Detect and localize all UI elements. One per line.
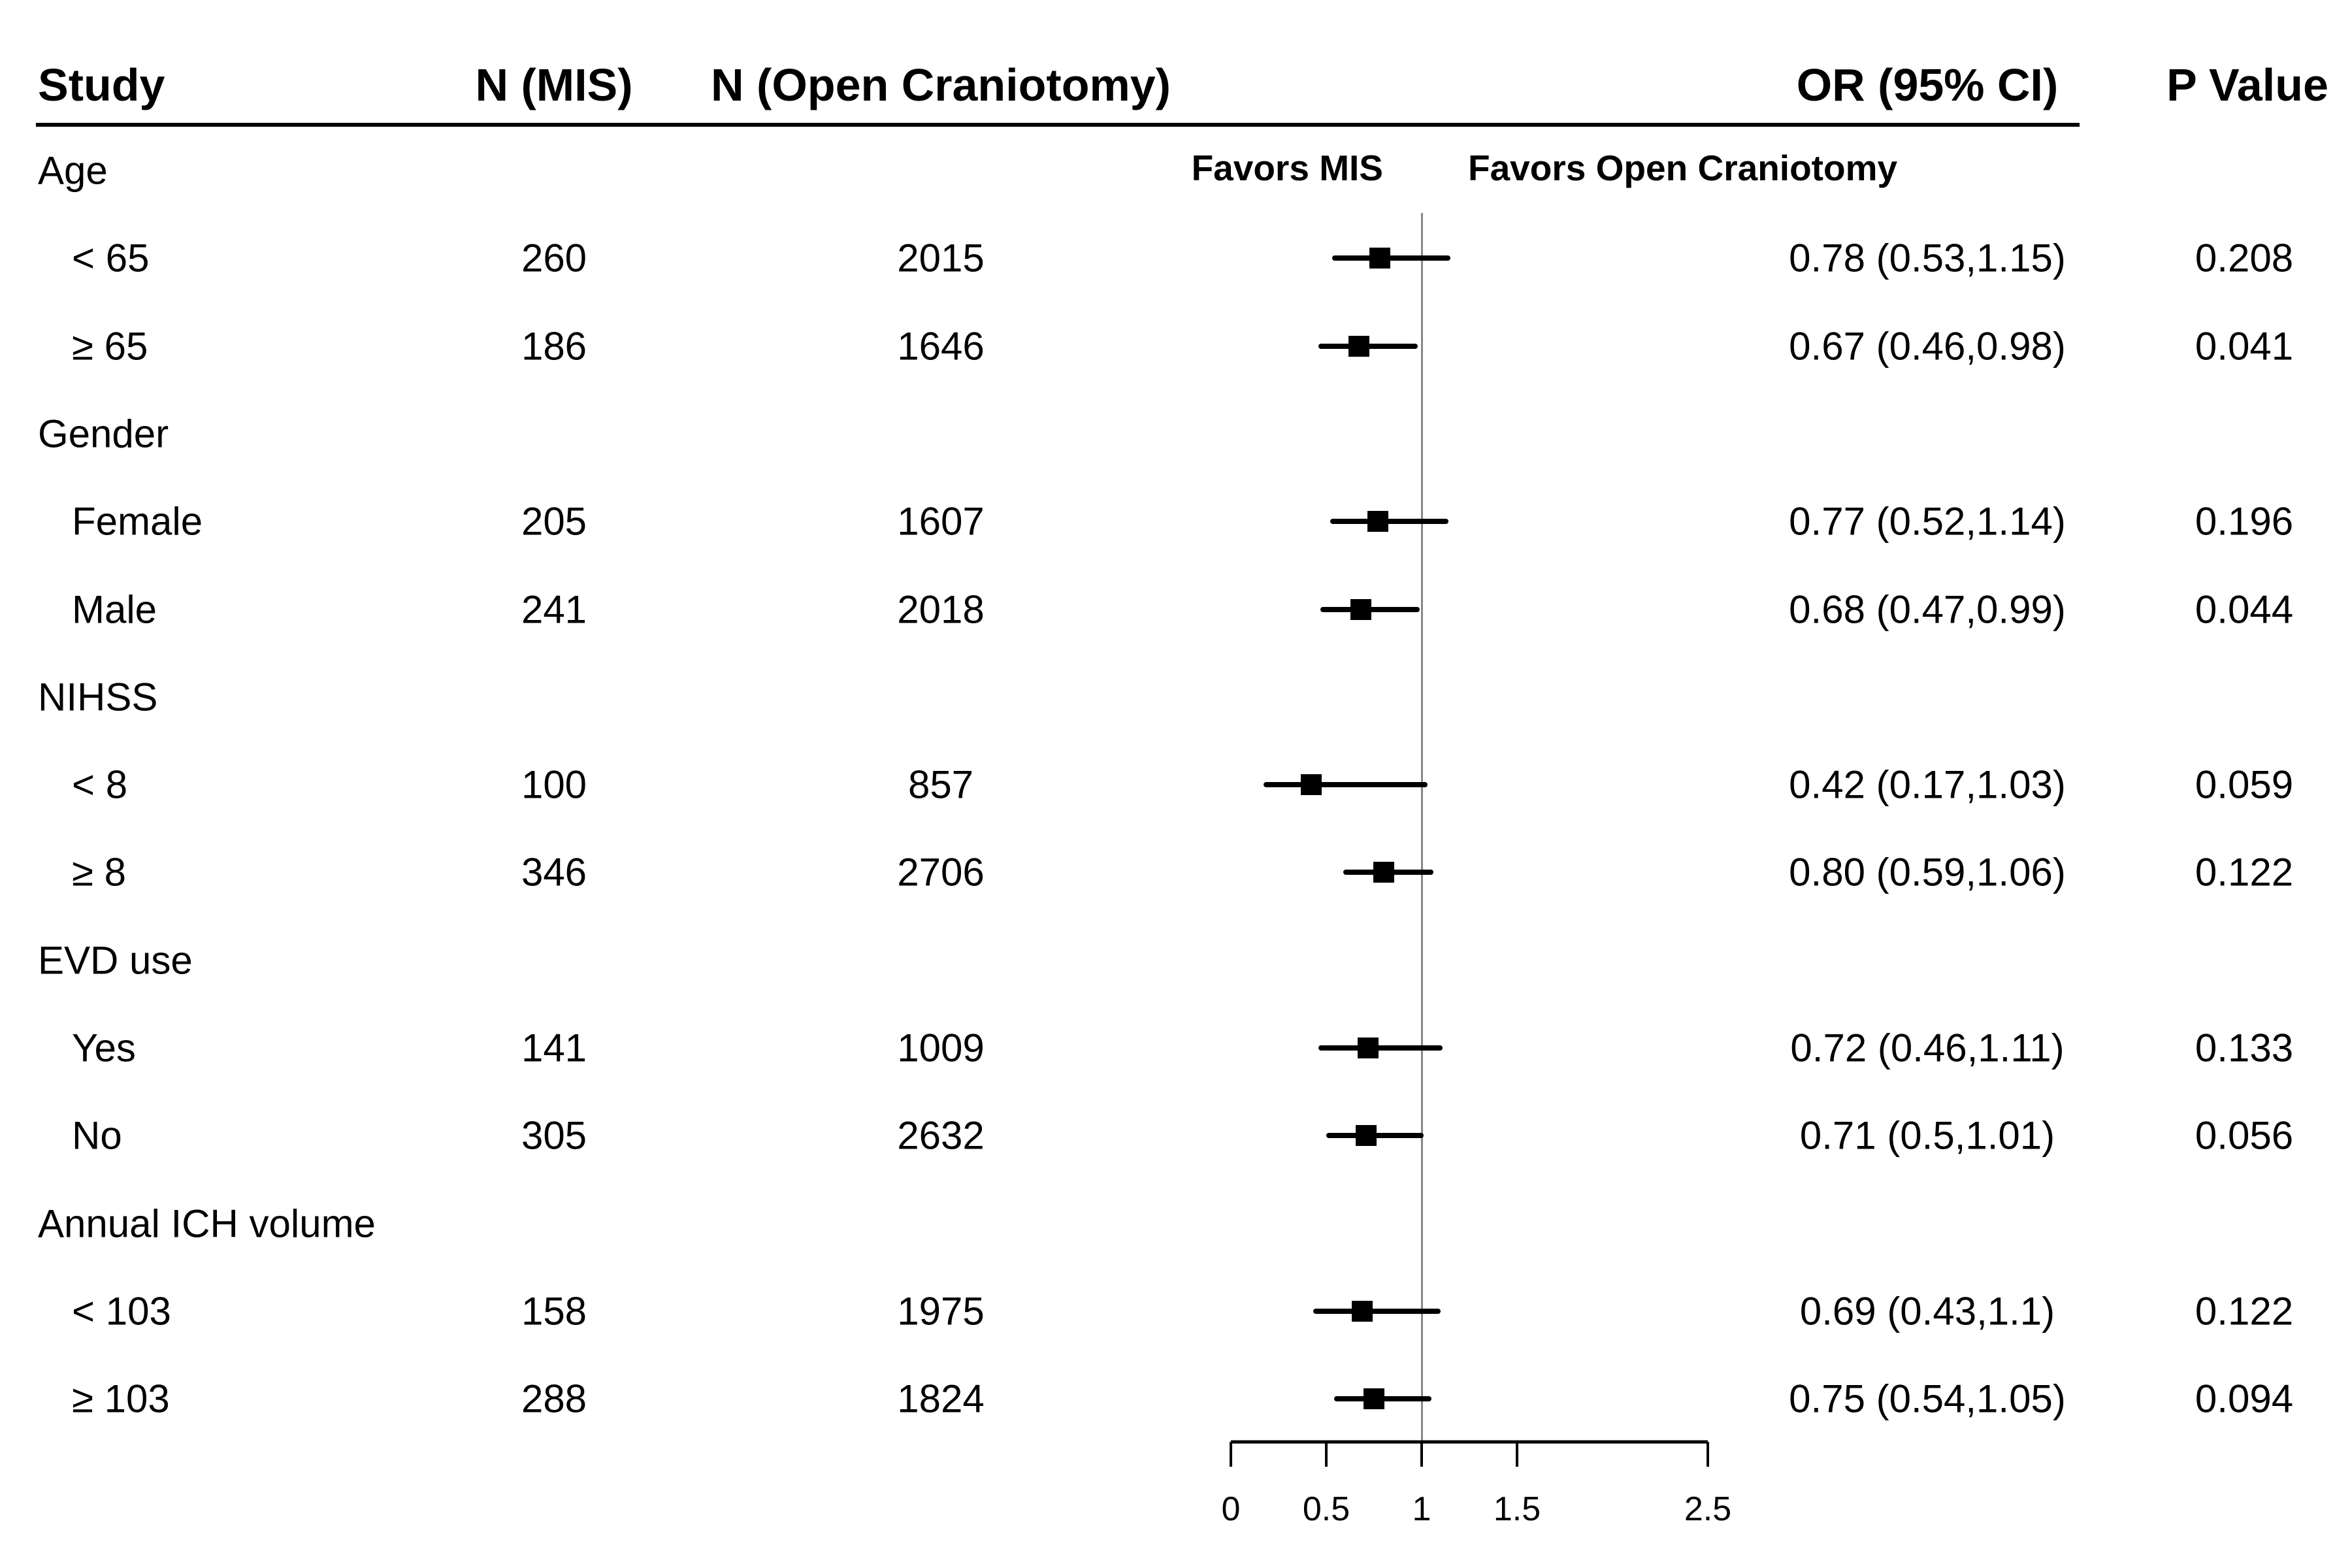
group-label: Age <box>38 148 108 193</box>
x-axis-tick <box>1230 1442 1232 1467</box>
row-label: Yes <box>72 1026 136 1070</box>
x-axis-tick-label: 0.5 <box>1302 1490 1350 1528</box>
n-mis-value: 100 <box>521 762 587 807</box>
n-open-value: 1975 <box>897 1289 985 1333</box>
reference-line-or-1 <box>1420 213 1423 1442</box>
row-label: < 8 <box>72 762 128 807</box>
group-label: Annual ICH volume <box>38 1201 376 1246</box>
ci-line <box>1331 255 1450 261</box>
ci-line <box>1263 782 1428 788</box>
or-ci-value: 0.69 (0.43,1.1) <box>1799 1289 2055 1333</box>
column-header-p-value: P Value <box>2166 59 2328 110</box>
n-open-value: 2632 <box>897 1113 985 1158</box>
p-value: 0.122 <box>2195 1289 2294 1333</box>
n-mis-value: 158 <box>521 1289 587 1333</box>
row-label: Male <box>72 587 157 631</box>
x-axis-tick-label: 2.5 <box>1684 1490 1732 1528</box>
column-header-n-mis: N (MIS) <box>475 59 633 110</box>
row-label: ≥ 8 <box>72 850 126 894</box>
or-ci-value: 0.80 (0.59,1.06) <box>1789 850 2066 894</box>
n-mis-value: 346 <box>521 850 587 894</box>
n-mis-value: 305 <box>521 1113 587 1158</box>
or-marker <box>1367 511 1388 532</box>
n-open-value: 1607 <box>897 499 985 544</box>
or-marker <box>1348 335 1369 357</box>
or-marker <box>1350 598 1371 620</box>
or-ci-value: 0.78 (0.53,1.15) <box>1789 236 2066 280</box>
or-ci-value: 0.42 (0.17,1.03) <box>1789 762 2066 807</box>
x-axis-tick-label: 0 <box>1221 1490 1241 1528</box>
or-ci-value: 0.71 (0.5,1.01) <box>1799 1113 2055 1158</box>
n-open-value: 2706 <box>897 850 985 894</box>
or-ci-value: 0.75 (0.54,1.05) <box>1789 1377 2066 1421</box>
or-ci-value: 0.68 (0.47,0.99) <box>1789 587 2066 631</box>
x-axis-tick <box>1420 1442 1423 1467</box>
column-header-or-ci: OR (95% CI) <box>1796 59 2059 110</box>
row-label: Female <box>72 499 203 544</box>
or-ci-value: 0.67 (0.46,0.98) <box>1789 324 2066 368</box>
x-axis-line <box>1231 1440 1708 1444</box>
row-label: ≥ 103 <box>72 1377 170 1421</box>
n-mis-value: 241 <box>521 587 587 631</box>
row-label: No <box>72 1113 122 1158</box>
or-marker <box>1358 1037 1379 1058</box>
or-ci-value: 0.72 (0.46,1.11) <box>1790 1026 2065 1070</box>
n-mis-value: 186 <box>521 324 587 368</box>
column-header-n-open-craniotomy: N (Open Craniotomy) <box>711 59 1171 110</box>
group-label: NIHSS <box>38 675 158 719</box>
n-mis-value: 288 <box>521 1377 587 1421</box>
ci-line <box>1318 1045 1443 1051</box>
p-value: 0.059 <box>2195 762 2294 807</box>
n-open-value: 1646 <box>897 324 985 368</box>
p-value: 0.094 <box>2195 1377 2294 1421</box>
or-ci-value: 0.77 (0.52,1.14) <box>1789 499 2066 544</box>
or-marker <box>1352 1300 1373 1322</box>
group-label: EVD use <box>38 938 193 983</box>
group-label: Gender <box>38 412 169 456</box>
n-open-value: 2015 <box>897 236 985 280</box>
p-value: 0.056 <box>2195 1113 2294 1158</box>
n-mis-value: 141 <box>521 1026 587 1070</box>
x-axis-tick-label: 1 <box>1412 1490 1431 1528</box>
favors-open-craniotomy-label: Favors Open Craniotomy <box>1468 148 1898 188</box>
favors-mis-label: Favors MIS <box>1191 148 1383 188</box>
row-label: ≥ 65 <box>72 324 148 368</box>
n-mis-value: 205 <box>521 499 587 544</box>
p-value: 0.208 <box>2195 236 2294 280</box>
p-value: 0.133 <box>2195 1026 2294 1070</box>
x-axis-tick <box>1516 1442 1518 1467</box>
or-marker <box>1300 774 1322 796</box>
or-marker <box>1364 1388 1384 1410</box>
column-header-study: Study <box>38 59 165 110</box>
n-open-value: 2018 <box>897 587 985 631</box>
or-marker <box>1373 862 1394 883</box>
p-value: 0.196 <box>2195 499 2294 544</box>
ci-line <box>1313 1308 1441 1314</box>
x-axis-tick <box>1325 1442 1328 1467</box>
n-open-value: 857 <box>907 762 974 807</box>
ci-line <box>1330 519 1448 525</box>
n-open-value: 1009 <box>897 1026 985 1070</box>
p-value: 0.044 <box>2195 587 2294 631</box>
x-axis-tick-label: 1.5 <box>1493 1490 1541 1528</box>
header-rule <box>36 123 2080 127</box>
row-label: < 65 <box>72 236 150 280</box>
or-marker <box>1369 248 1390 269</box>
p-value: 0.122 <box>2195 850 2294 894</box>
x-axis-tick <box>1707 1442 1709 1467</box>
n-mis-value: 260 <box>521 236 587 280</box>
or-marker <box>1356 1125 1377 1147</box>
row-label: < 103 <box>72 1289 171 1333</box>
n-open-value: 1824 <box>897 1377 985 1421</box>
p-value: 0.041 <box>2195 324 2294 368</box>
